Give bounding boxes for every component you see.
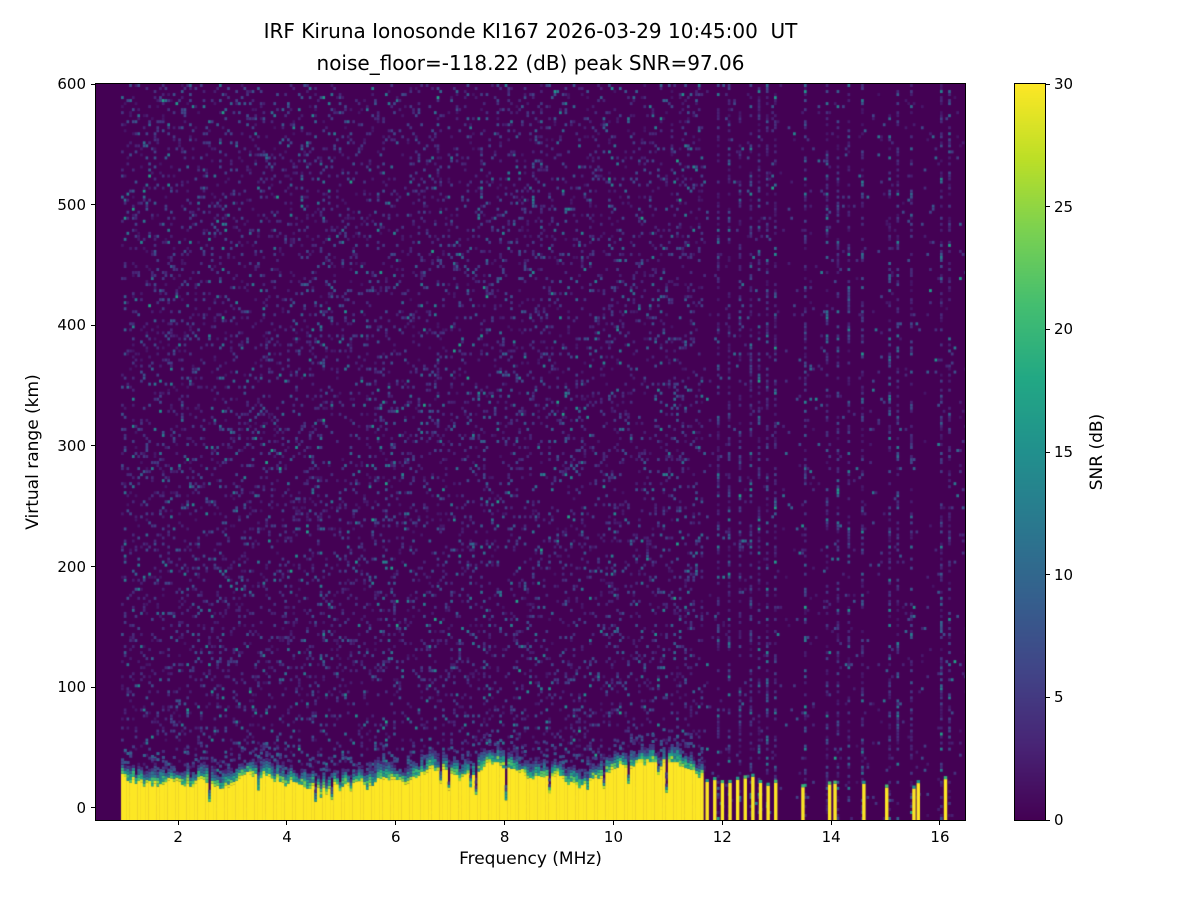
colorbar-tick-mark: [1046, 328, 1050, 330]
colorbar-tick-mark: [1046, 83, 1050, 85]
chart-title-line1: IRF Kiruna Ionosonde KI167 2026-03-29 10…: [263, 19, 798, 43]
y-tick-label: 500: [57, 195, 86, 214]
x-tick-mark: [504, 821, 506, 825]
chart-title-line2: noise_floor=-118.22 (dB) peak SNR=97.06: [316, 51, 745, 75]
colorbar-label: SNR (dB): [1087, 413, 1107, 491]
colorbar-tick-label: 20: [1054, 320, 1074, 339]
x-tick-mark: [939, 821, 941, 825]
colorbar-tick-mark: [1046, 696, 1050, 698]
x-tick-mark: [177, 821, 179, 825]
colorbar-tick-label: 25: [1054, 197, 1074, 216]
x-axis-label: Frequency (MHz): [459, 849, 602, 869]
x-tick-label: 6: [391, 828, 401, 846]
x-tick-label: 12: [712, 828, 732, 846]
x-tick-label: 4: [282, 828, 292, 846]
y-tick-label: 300: [57, 436, 86, 455]
x-tick-label: 2: [173, 828, 183, 846]
y-tick-mark: [91, 83, 95, 85]
colorbar-tick-label: 15: [1054, 443, 1074, 461]
colorbar-tick-label: 5: [1054, 688, 1064, 707]
y-tick-label: 600: [57, 75, 86, 93]
x-tick-mark: [830, 821, 832, 825]
y-tick-label: 200: [57, 557, 86, 576]
x-tick-mark: [721, 821, 723, 825]
chart-title: IRF Kiruna Ionosonde KI167 2026-03-29 10…: [96, 15, 965, 79]
y-tick-mark: [91, 807, 95, 809]
colorbar-tick-label: 0: [1054, 811, 1064, 829]
x-tick-label: 8: [499, 828, 510, 846]
y-tick-label: 100: [57, 678, 86, 697]
x-tick-label: 10: [603, 828, 624, 846]
x-tick-label: 14: [821, 828, 841, 846]
y-tick-mark: [91, 686, 95, 688]
y-tick-mark: [91, 445, 95, 447]
colorbar-tick-mark: [1046, 206, 1050, 208]
colorbar-tick-label: 10: [1054, 565, 1074, 584]
colorbar-tick-mark: [1046, 451, 1050, 453]
y-tick-mark: [91, 324, 95, 326]
colorbar-tick-mark: [1046, 819, 1050, 821]
colorbar-tick-label: 30: [1054, 75, 1074, 93]
y-tick-mark: [91, 566, 95, 568]
x-tick-mark: [612, 821, 614, 825]
y-tick-mark: [91, 204, 95, 206]
ionogram-heatmap: [96, 84, 965, 820]
colorbar-tick-mark: [1046, 574, 1050, 576]
x-tick-mark: [395, 821, 397, 825]
colorbar-gradient: [1015, 84, 1045, 820]
y-tick-label: 0: [76, 798, 86, 817]
x-tick-mark: [286, 821, 288, 825]
x-tick-label: 16: [930, 828, 950, 846]
y-tick-label: 400: [57, 316, 86, 335]
